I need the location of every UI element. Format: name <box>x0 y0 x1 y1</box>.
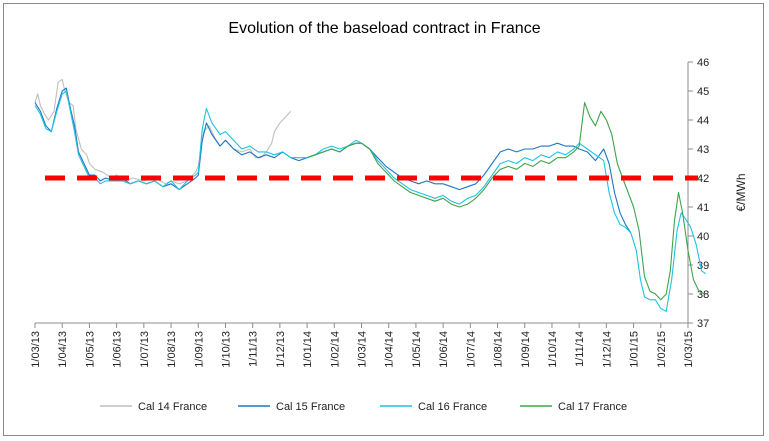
series-line-cal-17-france <box>306 102 705 301</box>
x-tick-label: 1/11/13 <box>248 331 260 367</box>
y-tick-label: 46 <box>697 57 709 69</box>
y-tick-label: 37 <box>697 318 709 330</box>
legend-label: Cal 17 France <box>558 401 627 413</box>
x-tick-label: 1/10/14 <box>547 331 559 368</box>
x-tick-label: 1/03/13 <box>30 331 42 368</box>
x-tick-label: 1/03/14 <box>357 331 369 368</box>
chart-title: Evolution of the baseload contract in Fr… <box>228 20 541 37</box>
y-tick-label: 39 <box>697 260 709 272</box>
x-tick-label: 1/04/14 <box>384 331 396 368</box>
x-tick-label: 1/06/14 <box>438 331 450 368</box>
y-tick-label: 44 <box>697 115 709 127</box>
x-tick-label: 1/05/13 <box>84 331 96 368</box>
x-tick-label: 1/07/14 <box>465 331 477 368</box>
x-tick-label: 1/07/13 <box>139 331 151 368</box>
legend-label: Cal 16 France <box>418 401 487 413</box>
series-group <box>34 78 707 312</box>
x-tick-label: 1/05/14 <box>411 331 423 368</box>
chart-frame <box>3 3 764 436</box>
x-tick-label: 1/08/13 <box>166 331 178 368</box>
x-tick-label: 1/09/14 <box>520 331 532 368</box>
x-tick-label: 1/12/14 <box>601 331 613 368</box>
legend: Cal 14 France Cal 15 France Cal 16 France C… <box>100 401 627 413</box>
x-tick-label: 1/01/15 <box>629 331 641 368</box>
legend-label: Cal 15 France <box>276 401 345 413</box>
x-tick-label: 1/11/14 <box>574 331 586 367</box>
x-axis: 1/03/13 1/04/13 1/05/13 1/06/13 1/07/13 1/08/… <box>30 322 695 368</box>
x-tick-label: 1/03/15 <box>683 331 695 368</box>
x-tick-label: 1/01/14 <box>302 331 314 368</box>
y-tick-label: 41 <box>697 202 709 214</box>
y-tick-label: 40 <box>697 231 709 243</box>
series-line-cal-14-france <box>34 78 292 185</box>
y-tick-label: 42 <box>697 173 709 185</box>
legend-label: Cal 14 France <box>138 401 207 413</box>
y-tick-label: 43 <box>697 144 709 156</box>
x-tick-label: 1/02/14 <box>329 331 341 368</box>
x-tick-label: 1/08/14 <box>493 331 505 368</box>
y-tick-label: 45 <box>697 86 709 98</box>
x-tick-label: 1/06/13 <box>112 331 124 368</box>
x-tick-label: 1/02/15 <box>656 331 668 368</box>
y-axis-title: €/MWh <box>734 173 748 211</box>
x-tick-label: 1/04/13 <box>57 331 69 368</box>
x-tick-label: 1/09/13 <box>193 331 205 368</box>
series-line-cal-16-france <box>34 90 707 312</box>
x-tick-label: 1/12/13 <box>275 331 287 368</box>
x-tick-label: 1/10/13 <box>220 331 232 368</box>
